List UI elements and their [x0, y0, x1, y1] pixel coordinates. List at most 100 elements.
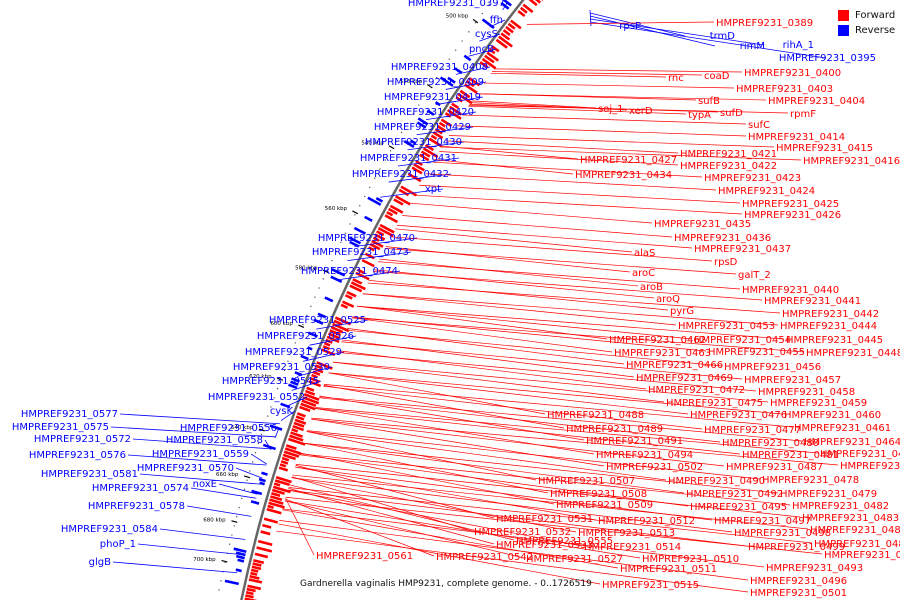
scale-tick: [221, 559, 228, 563]
scale-dot: [243, 488, 246, 491]
forward-connector: [291, 477, 733, 533]
forward-connector: [342, 339, 635, 378]
forward-connector: [362, 293, 677, 326]
forward-gene-mark: [303, 393, 320, 401]
reverse-gene-label: HMPREF9231_0578: [88, 501, 185, 512]
reverse-connector: [416, 126, 474, 136]
forward-gene-label: HMPREF9231_0514: [584, 542, 681, 553]
forward-gene-label: HMPREF9231_0490: [668, 476, 765, 487]
scale-tick: [258, 428, 265, 432]
reverse-gene-label: rimM: [740, 41, 765, 52]
forward-gene-mark: [300, 402, 316, 411]
forward-gene-mark: [269, 498, 284, 505]
forward-connector: [285, 496, 823, 555]
reverse-gene-mark: [291, 377, 300, 383]
forward-gene-label: HMPREF9231_0416: [803, 156, 900, 167]
scale-dot: [306, 314, 308, 317]
scale-dot: [318, 287, 320, 289]
forward-gene-mark: [361, 258, 375, 268]
forward-gene-label: HMPREF9231_0423: [704, 173, 801, 184]
forward-connector: [434, 159, 574, 175]
reverse-gene-mark: [403, 140, 415, 149]
forward-connector: [311, 417, 839, 466]
forward-gene-label: HMPREF9231_0507: [538, 476, 635, 487]
forward-connector: [292, 474, 809, 530]
forward-gene-mark: [278, 466, 289, 472]
reverse-gene-label: HMPREF9231_0529: [245, 347, 342, 358]
forward-gene-label: HMPREF9231_0481: [742, 450, 839, 461]
forward-gene-mark: [302, 396, 320, 405]
reverse-connector: [316, 319, 369, 330]
forward-gene-label: galT_2: [738, 270, 771, 281]
forward-connector: [432, 161, 703, 178]
forward-gene-label: HMPREF9231_0426: [744, 210, 841, 221]
reverse-gene-mark: [417, 117, 429, 126]
reverse-swatch: [838, 25, 849, 36]
forward-gene-mark: [411, 166, 423, 175]
forward-gene-label: HMPREF9231_0513: [578, 528, 675, 539]
reverse-gene-label: HMPREF9231_0530: [233, 362, 330, 373]
reverse-connector: [502, 2, 508, 11]
forward-connector: [396, 224, 693, 249]
scale-dot: [310, 305, 312, 308]
forward-gene-label: HMPREF9231_0515: [602, 580, 699, 591]
strand-legend: Forward Reverse: [838, 8, 895, 38]
forward-gene-label: HMPREF9231_0491: [586, 436, 683, 447]
forward-gene-mark: [352, 278, 363, 285]
scale-dot: [326, 269, 329, 271]
forward-gene-label: HMPREF9231_0440: [742, 285, 839, 296]
reverse-gene-mark: [367, 196, 382, 206]
scale-dot: [270, 406, 272, 408]
scale-tick: [276, 377, 284, 381]
reverse-gene-mark: [258, 477, 266, 483]
scale-label: 540 kbp: [361, 141, 384, 147]
reverse-connector: [489, 19, 506, 28]
forward-gene-mark: [299, 405, 311, 413]
forward-gene-label: HMPREF9231_0531: [496, 514, 593, 525]
forward-gene-mark: [498, 35, 513, 48]
forward-connector: [323, 385, 703, 430]
forward-gene-mark: [522, 3, 534, 14]
map-caption: Gardnerella vaginalis HMP9231, complete …: [300, 579, 592, 589]
forward-gene-label: rpsD: [714, 257, 738, 268]
scale-dot: [384, 159, 386, 161]
reverse-gene-label: HMPREF9231_0473: [312, 247, 409, 258]
forward-connector: [341, 341, 743, 380]
scale-dot: [231, 534, 233, 536]
reverse-gene-mark: [353, 226, 367, 235]
forward-gene-label: HMPREF9231_0436: [674, 233, 771, 244]
forward-gene-label: HMPREF9231_0492: [686, 489, 783, 500]
forward-gene-mark: [340, 303, 349, 309]
forward-gene-mark: [245, 594, 254, 599]
scale-dot: [412, 113, 414, 115]
forward-gene-label: HMPREF9231_0542: [436, 552, 533, 563]
scale-dot: [363, 195, 366, 198]
reverse-connector: [589, 12, 686, 37]
reverse-gene-label: HMPREF9231_0558: [166, 435, 263, 446]
scale-dot: [436, 76, 438, 79]
forward-connector: [367, 282, 781, 314]
forward-gene-mark: [274, 479, 290, 487]
forward-connector: [299, 452, 555, 505]
forward-gene-label: sufC: [748, 120, 770, 131]
forward-gene-mark: [413, 163, 425, 172]
reverse-connector: [388, 173, 452, 183]
scale-label: 560 kbp: [325, 206, 348, 212]
forward-gene-mark: [250, 568, 259, 573]
scale-dot: [287, 360, 289, 362]
forward-gene-mark: [486, 51, 500, 62]
reverse-gene-label: rpsP: [619, 21, 641, 32]
forward-connector: [328, 372, 689, 415]
scale-label: 660 kbp: [216, 472, 239, 478]
forward-connector: [390, 236, 713, 262]
scale-dot: [331, 259, 333, 262]
scale-dot: [481, 12, 484, 15]
forward-gene-mark: [495, 38, 508, 49]
forward-gene-mark: [449, 105, 463, 116]
forward-gene-mark: [309, 377, 321, 384]
forward-connector: [409, 202, 653, 224]
forward-connector: [455, 125, 747, 137]
forward-connector: [306, 431, 667, 481]
scale-tick: [352, 210, 359, 215]
reverse-connector: [285, 396, 308, 407]
